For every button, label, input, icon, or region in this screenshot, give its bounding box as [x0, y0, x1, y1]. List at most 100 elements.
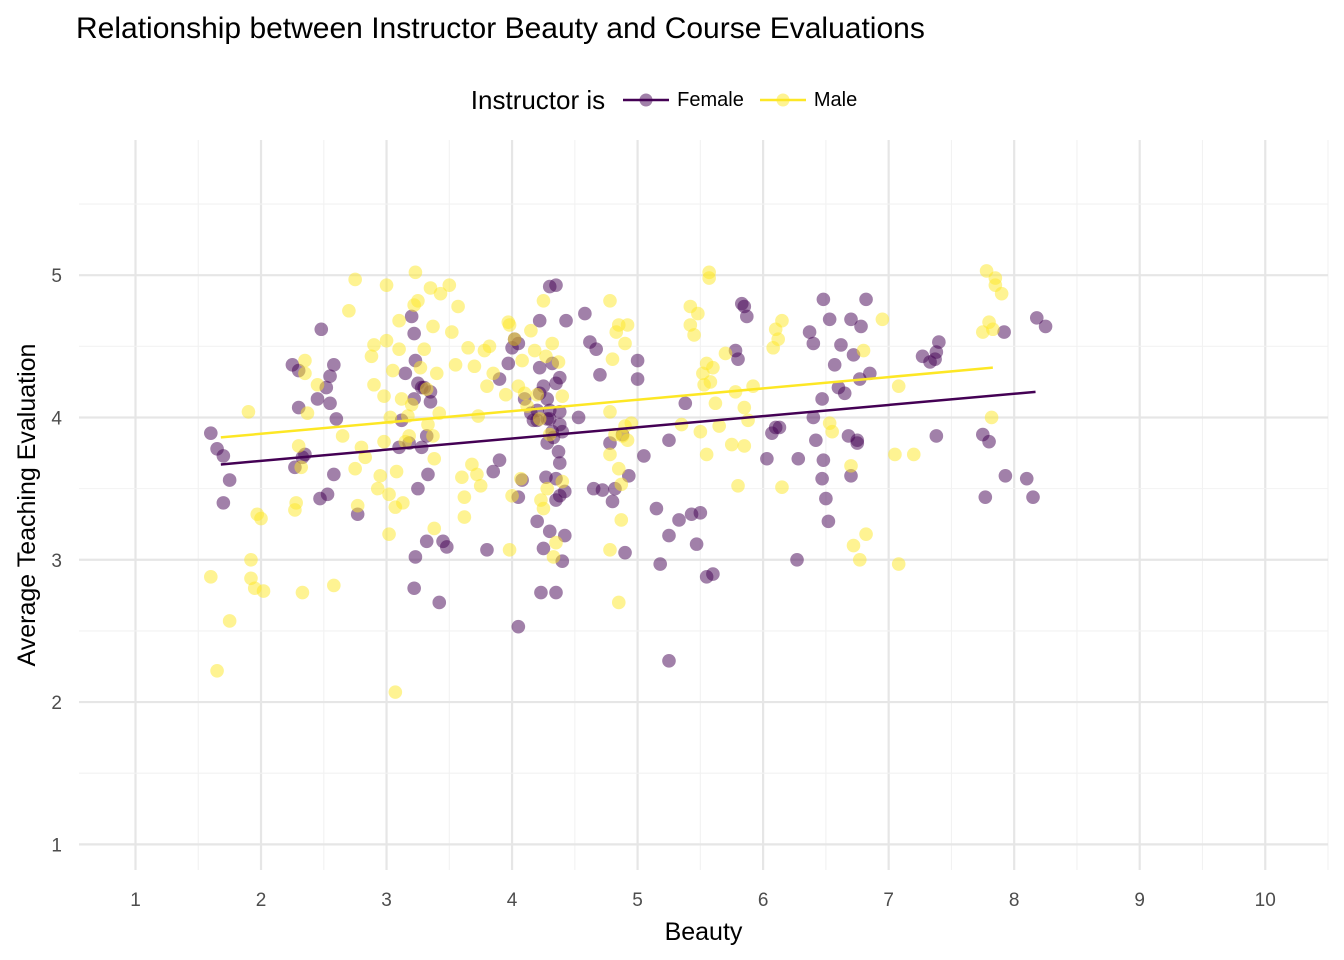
data-point-male [775, 480, 789, 495]
data-point-male [411, 293, 425, 308]
data-point-male [457, 490, 472, 504]
data-point-male [514, 471, 528, 486]
data-point-male [771, 332, 785, 347]
data-point-male [888, 447, 902, 462]
data-point-male [417, 342, 432, 356]
data-point-male [708, 396, 723, 411]
data-point-male [611, 595, 626, 610]
data-point-male [994, 286, 1009, 301]
data-point-female [859, 292, 873, 307]
data-point-male [404, 397, 419, 412]
data-point-female [419, 534, 434, 549]
data-point-female [595, 483, 610, 497]
data-point-male [358, 450, 373, 465]
data-point-female [662, 528, 676, 543]
data-point-female [501, 356, 516, 371]
data-point-female [536, 541, 551, 556]
data-point-female [809, 433, 823, 448]
data-point-female [530, 514, 544, 529]
data-point-male [891, 557, 906, 571]
legend-label-female: Female [677, 88, 744, 111]
data-point-male [473, 478, 488, 493]
data-point-male [386, 363, 400, 378]
x-tick-label: 1 [130, 890, 141, 911]
data-point-female [216, 496, 231, 510]
data-point-female [552, 370, 567, 385]
data-point-male [549, 535, 563, 550]
data-point-male [603, 293, 617, 308]
data-point-male [539, 349, 553, 364]
data-point-male [370, 481, 385, 496]
data-point-female [844, 469, 858, 483]
data-point-female [997, 325, 1011, 339]
data-point-female [534, 585, 548, 600]
data-point-male [486, 366, 501, 381]
data-point-female [511, 619, 526, 634]
data-point-male [502, 318, 517, 332]
data-point-male [396, 496, 410, 510]
data-point-female [327, 467, 341, 482]
data-point-male [348, 461, 362, 476]
data-point-female [439, 540, 454, 554]
legend-item-male: Male [759, 85, 857, 115]
data-point-female [578, 306, 592, 321]
data-point-male [402, 429, 416, 443]
data-point-male [605, 352, 620, 366]
legend: Instructor is Female Male [0, 82, 1344, 118]
data-point-female [760, 451, 774, 466]
data-point-male [254, 511, 268, 526]
data-point-male [389, 464, 404, 479]
data-point-male [706, 360, 720, 375]
data-point-female [320, 487, 335, 502]
data-point-female [693, 506, 708, 520]
data-point-female [822, 312, 837, 327]
data-point-male [540, 481, 555, 496]
x-tick-label: 2 [256, 890, 267, 911]
data-point-male [204, 570, 218, 584]
data-point-female [637, 449, 651, 463]
data-point-female [790, 552, 804, 567]
data-point-male [426, 429, 440, 443]
data-point-female [552, 456, 567, 470]
data-points [204, 264, 1053, 699]
fit-lines [220, 366, 1036, 466]
y-tick-label: 2 [51, 693, 62, 714]
data-point-male [551, 355, 566, 369]
data-point-male [545, 336, 560, 351]
data-point-female [672, 513, 686, 527]
data-point-male [470, 467, 484, 482]
data-point-male [373, 469, 388, 483]
data-point-female [731, 352, 745, 366]
data-point-male [394, 392, 409, 406]
data-point-female [806, 410, 821, 425]
data-point-female [411, 481, 425, 496]
data-point-female [998, 469, 1013, 483]
data-point-female [837, 386, 852, 401]
data-point-male [455, 470, 469, 485]
data-point-male [244, 552, 258, 567]
data-point-male [419, 382, 434, 396]
data-point-male [377, 389, 391, 403]
data-point-female [589, 342, 603, 356]
data-point-male [413, 360, 428, 375]
data-point-female [806, 336, 821, 351]
data-point-female [863, 366, 877, 381]
data-point-female [323, 369, 337, 384]
data-point-male [724, 437, 739, 452]
data-point-female [816, 292, 831, 307]
data-point-female [630, 372, 645, 386]
data-point-male [382, 527, 396, 541]
data-point-female [821, 514, 836, 529]
data-point-male [327, 578, 341, 593]
data-point-male [536, 501, 551, 516]
data-point-female [816, 453, 831, 467]
data-point-male [737, 439, 752, 453]
data-point-male [364, 349, 379, 364]
data-point-female [404, 309, 419, 324]
data-point-female [323, 396, 337, 411]
data-point-male [515, 353, 529, 368]
data-point-female [618, 545, 632, 560]
data-point-male [388, 685, 403, 699]
data-point-male [859, 527, 873, 541]
data-point-female [480, 543, 494, 557]
